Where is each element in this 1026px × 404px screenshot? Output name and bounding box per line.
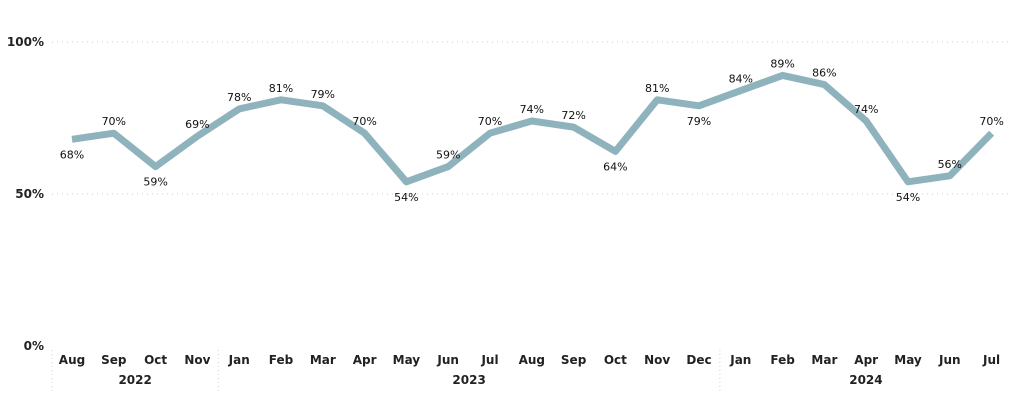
data-label: 79% (311, 88, 335, 101)
y-axis: 100% 50% 0% (7, 35, 44, 353)
data-label: 69% (185, 118, 209, 131)
data-label: 54% (394, 191, 418, 204)
data-label: 74% (854, 103, 878, 116)
x-tick-label: May (894, 353, 922, 367)
y-tick-label: 50% (15, 187, 44, 201)
x-tick-label: Sep (101, 353, 127, 367)
gridlines (52, 41, 1012, 195)
y-tick-label: 0% (24, 339, 44, 353)
x-tick-label: Apr (353, 353, 377, 367)
x-tick-label: Jan (228, 353, 250, 367)
data-label: 89% (770, 57, 794, 70)
data-label: 84% (729, 73, 753, 86)
data-label: 70% (979, 115, 1003, 128)
x-tick-label: Feb (269, 353, 294, 367)
data-labels: 68% 70% 59% 69% 78% 81% 79% 70% 54% 59% 70% 74% 72% 6… (60, 57, 1004, 203)
data-label: 81% (645, 82, 669, 95)
x-tick-label: Jun (436, 353, 459, 367)
series (71, 71, 995, 186)
year-tick-label: 2022 (118, 373, 151, 387)
data-label: 86% (812, 67, 836, 80)
data-label: 81% (269, 82, 293, 95)
series-line (71, 71, 995, 186)
x-tick-label: Jul (982, 353, 1000, 367)
data-label: 79% (687, 115, 711, 128)
data-label: 70% (102, 115, 126, 128)
x-tick-label: Mar (310, 353, 336, 367)
data-label: 72% (561, 109, 585, 122)
x-tick-label: Aug (59, 353, 85, 367)
data-label: 74% (520, 103, 544, 116)
x-tick-label: Jun (938, 353, 961, 367)
data-label: 68% (60, 148, 84, 161)
data-label: 70% (352, 115, 376, 128)
data-label: 70% (478, 115, 502, 128)
x-axis: Aug Sep Oct Nov Jan Feb Mar Apr May Jun Jul Aug Sep O… (51, 350, 1000, 392)
x-tick-label: Oct (144, 353, 167, 367)
data-label: 59% (436, 149, 460, 162)
data-label: 78% (227, 91, 251, 104)
x-tick-label: Aug (519, 353, 545, 367)
x-tick-label: Feb (770, 353, 795, 367)
x-tick-label: Jul (480, 353, 498, 367)
y-tick-label: 100% (7, 35, 44, 49)
data-label: 54% (896, 191, 920, 204)
x-tick-label: Nov (644, 353, 670, 367)
x-tick-label: Dec (686, 353, 711, 367)
x-tick-label: Jan (729, 353, 751, 367)
data-label: 59% (143, 176, 167, 189)
data-label: 56% (938, 158, 962, 171)
x-tick-label: Nov (184, 353, 210, 367)
x-tick-label: Apr (854, 353, 878, 367)
x-tick-label: Sep (561, 353, 587, 367)
year-tick-label: 2024 (849, 373, 882, 387)
year-tick-label: 2023 (452, 373, 485, 387)
x-tick-label: May (393, 353, 421, 367)
data-label: 64% (603, 160, 627, 173)
x-tick-label: Oct (604, 353, 627, 367)
x-tick-label: Mar (811, 353, 837, 367)
